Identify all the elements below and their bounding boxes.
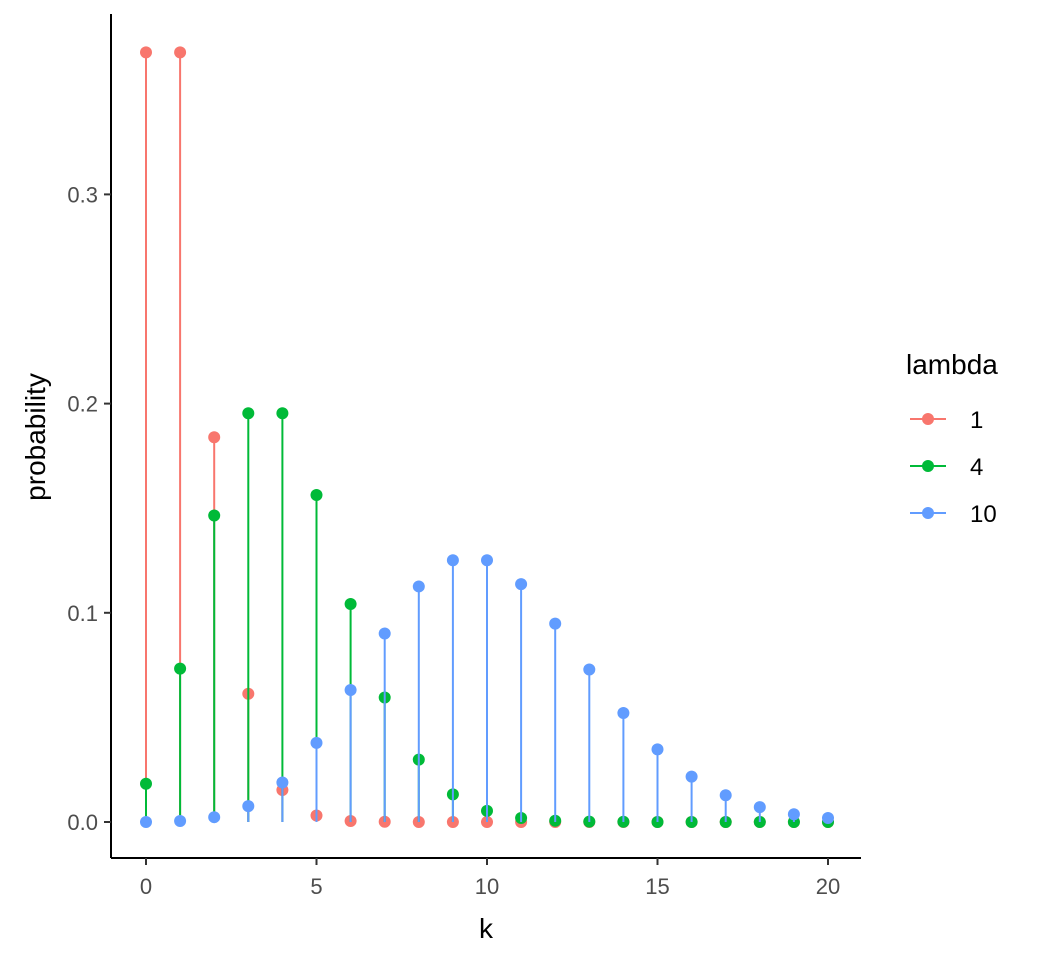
series-4-point — [310, 489, 323, 502]
y-tick-label: 0.2 — [67, 392, 98, 417]
series-10 — [140, 554, 834, 828]
legend-entry-10: 10 — [910, 501, 997, 528]
series-10-point — [481, 554, 493, 567]
plot-area — [140, 46, 834, 828]
series-1-point — [174, 46, 187, 59]
legend-key-point — [922, 507, 934, 519]
legend-label: 4 — [970, 454, 983, 481]
series-10-point — [242, 800, 255, 813]
x-tick-label: 20 — [816, 874, 840, 899]
series-10-point — [174, 814, 187, 827]
series-10-point — [412, 580, 425, 593]
y-axis-title: probability — [20, 373, 51, 501]
series-10-point — [310, 736, 323, 749]
series-4-point — [140, 777, 152, 790]
series-10-point — [787, 808, 800, 821]
y-tick-label: 0.0 — [67, 810, 98, 835]
series-4-point — [174, 662, 187, 675]
legend-entry-4: 4 — [910, 454, 983, 481]
series-10-point — [651, 743, 664, 756]
series-1-point — [208, 431, 221, 444]
series-10-point — [822, 812, 834, 825]
legend-entry-1: 1 — [910, 407, 983, 434]
legend-label: 10 — [970, 501, 997, 528]
legend-key-point — [922, 460, 934, 472]
x-axis-title: k — [479, 913, 494, 944]
legend: lambda 1 4 10 — [906, 349, 998, 528]
series-10-point — [685, 770, 698, 783]
y-tick-label: 0.3 — [67, 182, 98, 207]
y-tick-label: 0.1 — [67, 601, 98, 626]
series-10-point — [583, 663, 596, 676]
x-tick-label: 5 — [310, 874, 322, 899]
x-tick-label: 15 — [645, 874, 669, 899]
x-tick-label: 10 — [475, 874, 499, 899]
series-10-point — [276, 776, 289, 789]
legend-title: lambda — [906, 349, 998, 380]
x-tick-label: 0 — [140, 874, 152, 899]
y-axis-ticks: 0.0 0.1 0.2 0.3 — [67, 182, 111, 835]
series-10-point — [344, 683, 357, 696]
series-10-point — [617, 707, 630, 720]
series-10-point — [515, 578, 528, 591]
legend-key-point — [922, 413, 934, 425]
series-4-point — [208, 509, 221, 522]
x-axis-ticks: 0 5 10 15 20 — [140, 858, 840, 899]
series-10-point — [549, 617, 562, 630]
series-1-point — [140, 46, 152, 59]
series-4-point — [242, 407, 255, 420]
series-10-point — [140, 816, 152, 828]
series-10-point — [208, 811, 221, 824]
series-10-point — [719, 789, 732, 802]
series-10-point — [753, 801, 766, 814]
legend-label: 1 — [970, 407, 983, 434]
series-10-point — [446, 554, 459, 567]
series-4-point — [344, 598, 357, 611]
series-4-point — [276, 407, 289, 420]
series-10-point — [378, 627, 391, 640]
